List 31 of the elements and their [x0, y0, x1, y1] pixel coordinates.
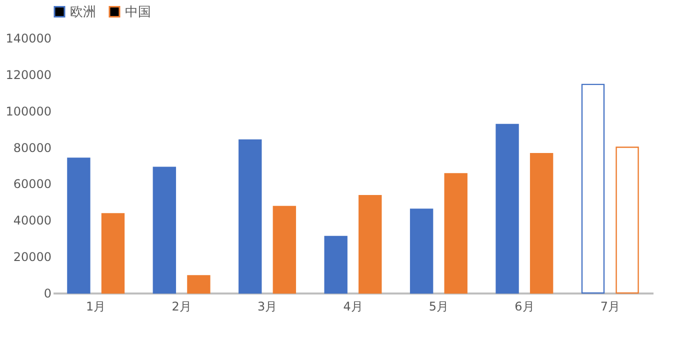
bar [101, 213, 125, 294]
bar [444, 173, 468, 294]
bar [581, 84, 605, 294]
bar [324, 236, 348, 294]
y-tick-label: 100000 [6, 104, 52, 118]
bar [272, 206, 296, 294]
x-tick-label: 1月 [86, 300, 106, 314]
bar [530, 153, 554, 294]
bar [358, 194, 382, 294]
bar [616, 146, 639, 294]
legend-label: 欧洲 [70, 4, 96, 20]
x-tick-label: 5月 [428, 300, 449, 314]
y-tick-label: 20000 [13, 250, 52, 264]
y-tick-label: 60000 [13, 177, 52, 192]
x-tick-label: 6月 [514, 300, 534, 314]
y-tick-label: 120000 [6, 68, 52, 82]
y-tick-label: 0 [44, 286, 52, 300]
bar [496, 124, 519, 294]
bar [238, 139, 262, 294]
legend-label: 中国 [125, 4, 151, 20]
y-tick-label: 140000 [6, 32, 52, 46]
x-tick-label: 4月 [343, 300, 363, 314]
bar [67, 158, 90, 294]
y-tick-label: 40000 [13, 214, 52, 228]
x-tick-label: 3月 [257, 300, 278, 314]
bar [410, 208, 434, 294]
y-tick-label: 80000 [13, 140, 52, 155]
bar [152, 166, 176, 294]
x-tick-label: 7月 [600, 300, 620, 314]
bar [187, 275, 210, 294]
x-tick-label: 2月 [172, 300, 192, 314]
